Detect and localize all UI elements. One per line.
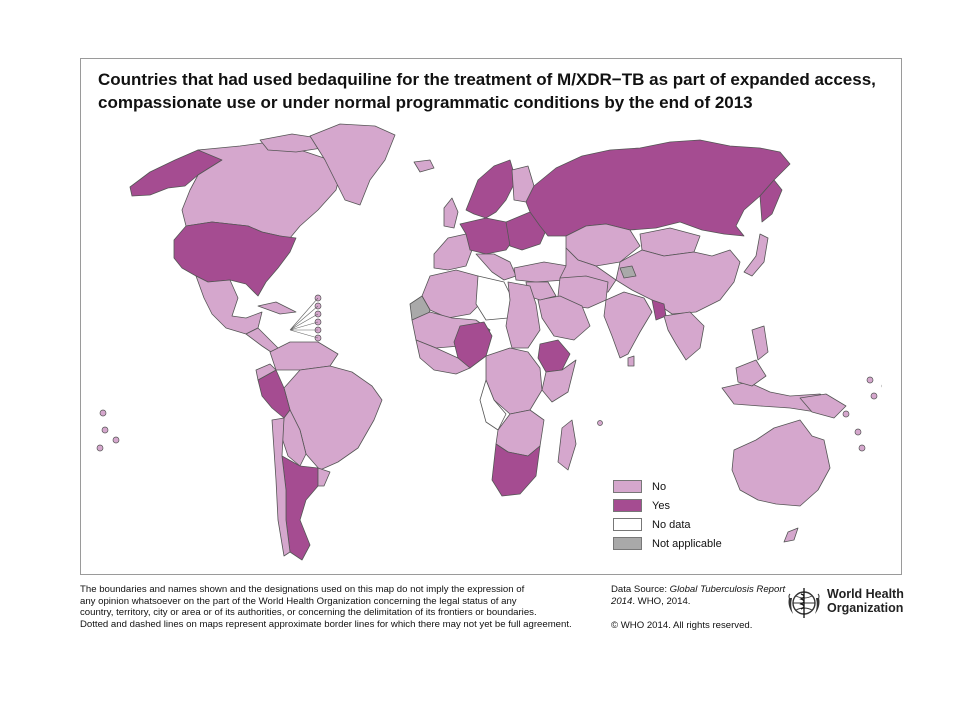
region-cuba: [257, 301, 297, 315]
region-australia: [731, 419, 831, 507]
region-greenland: [309, 123, 396, 206]
title-line-1: Countries that had used bedaquiline for …: [98, 70, 876, 89]
region-italy-balkans: [475, 253, 517, 281]
legend-label: No: [652, 480, 667, 493]
region-japan: [743, 233, 769, 277]
title-line-2: compassionate use or under normal progra…: [98, 93, 753, 112]
region-ethiopia: [537, 339, 571, 373]
legend-swatch: [613, 518, 642, 531]
legend-item-yes: Yes: [613, 496, 722, 515]
disclaimer-line: Dotted and dashed lines on maps represen…: [80, 618, 572, 630]
region-kamchatka: [759, 179, 783, 223]
disclaimer-line: The boundaries and names shown and the d…: [80, 584, 525, 595]
island-marker: [96, 444, 104, 452]
island-marker: [842, 410, 850, 418]
region-libya: [475, 275, 513, 321]
source-suffix: . WHO, 2014.: [632, 595, 691, 607]
region-ecuador: [255, 363, 277, 381]
island-leader-lines: [289, 297, 319, 339]
legend-label: Yes: [652, 499, 670, 512]
legend-swatch: [613, 480, 642, 493]
legend-item-not-applicable: Not applicable: [613, 534, 722, 553]
region-egypt-sudan: [505, 281, 541, 349]
region-colombia-venezuela: [269, 341, 339, 371]
region-philippines: [751, 325, 769, 361]
island-marker: [854, 428, 862, 436]
legend-item-no: No: [613, 477, 722, 496]
island-marker: [858, 444, 866, 452]
region-france-iberia: [433, 233, 473, 271]
map-legend: No Yes No data Not applicable: [613, 477, 722, 553]
region-russia: [525, 139, 791, 237]
region-west-africa-coast: [415, 339, 471, 375]
source-prefix: Data Source:: [611, 584, 670, 595]
region-india: [603, 291, 653, 359]
copyright-text: © WHO 2014. All rights reserved.: [611, 620, 753, 631]
world-map: [96, 123, 882, 561]
island-marker: [870, 392, 878, 400]
region-kashmir: [619, 265, 637, 279]
region-new-guinea: [799, 393, 847, 419]
region-new-zealand: [783, 527, 799, 543]
disclaimer-line: country, territory, city or area or of i…: [80, 607, 537, 619]
legend-label: Not applicable: [652, 537, 722, 550]
legend-swatch: [613, 537, 642, 550]
map-frame: [80, 58, 902, 575]
legend-swatch: [613, 499, 642, 512]
map-title: Countries that had used bedaquiline for …: [98, 68, 898, 114]
legend-label: No data: [652, 518, 691, 531]
who-logo: World Health Organization: [785, 584, 905, 622]
island-marker: [866, 376, 874, 384]
region-south-africa: [491, 443, 541, 497]
region-iceland: [413, 159, 435, 173]
region-central-europe: [459, 217, 517, 255]
region-chile: [271, 417, 291, 557]
island-marker: [597, 420, 603, 426]
region-arabia: [537, 295, 591, 341]
who-name-line-2: Organization: [827, 601, 904, 615]
region-usa: [173, 221, 297, 297]
region-scandinavia: [465, 159, 517, 219]
region-sri-lanka: [627, 355, 635, 367]
island-marker: [99, 409, 107, 417]
disclaimer-line: any opinion whatsoever on the part of th…: [80, 595, 517, 607]
who-name: World Health Organization: [827, 587, 904, 615]
region-uk: [443, 197, 459, 229]
region-southeast-asia: [663, 311, 705, 361]
source-report-title: Global Tuberculosis Report 2014: [611, 584, 786, 607]
region-nigeria-niger: [453, 321, 493, 369]
region-borneo: [735, 359, 767, 387]
disclaimer-text: The boundaries and names shown and the d…: [80, 584, 600, 630]
region-madagascar: [557, 419, 577, 471]
region-north-africa-west: [421, 269, 483, 319]
legend-item-no-data: No data: [613, 515, 722, 534]
who-emblem-icon: [788, 588, 820, 618]
region-uruguay: [317, 467, 331, 487]
data-source: Data Source: Global Tuberculosis Report …: [611, 584, 791, 607]
who-name-line-1: World Health: [827, 587, 904, 601]
region-china: [615, 249, 741, 315]
region-mexico: [195, 275, 263, 335]
island-marker: [101, 426, 109, 434]
island-marker: [112, 436, 120, 444]
